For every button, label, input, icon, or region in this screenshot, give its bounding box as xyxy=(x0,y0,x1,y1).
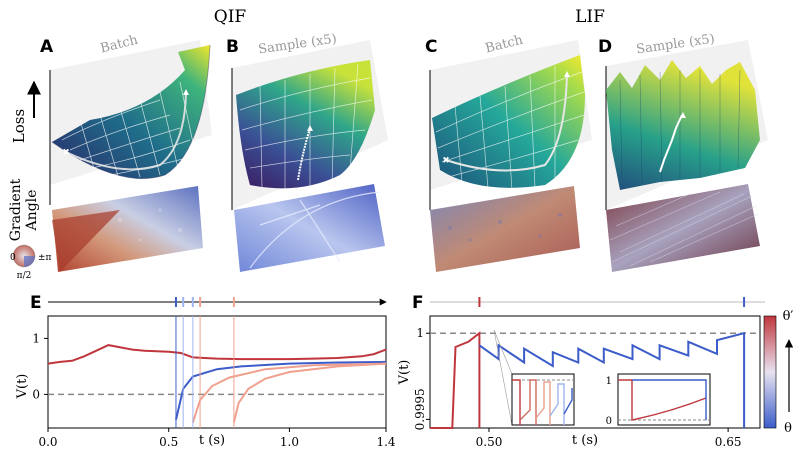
panel-c-start-marker: ✖ xyxy=(442,156,450,166)
panel-f-ticks: 0.50 0.65 1 0.9995 xyxy=(413,326,741,449)
panel-f-colorbar xyxy=(763,315,777,429)
panel-a-trajectory xyxy=(65,91,187,171)
panel-f-series-0 xyxy=(430,331,481,429)
panel-d-end-marker xyxy=(680,112,686,118)
panel-b-end-marker xyxy=(307,125,313,131)
panel-c-grid xyxy=(435,66,585,191)
colorbar-top-label: θ′ xyxy=(783,309,794,324)
panel-b-grid xyxy=(239,63,373,192)
panel-e-series-3 xyxy=(232,362,387,423)
angle-color-wheel xyxy=(12,244,36,268)
inset-2-ytick-0: 0 xyxy=(606,416,612,427)
panel-b-surface xyxy=(236,60,375,189)
panel-c-letter: C xyxy=(425,37,437,57)
panel-f-ytick-label-1: 0.9995 xyxy=(413,388,427,430)
panel-f-ytick-label-0: 1 xyxy=(416,326,424,340)
panel-f-inset-2: 1 0 xyxy=(606,373,711,427)
panel-e-series xyxy=(47,316,387,428)
panel-d-surface xyxy=(606,60,760,190)
panel-a-grid xyxy=(61,81,199,178)
panel-e-xtick-label-0: 0.0 xyxy=(38,435,57,449)
panel-e-series-0 xyxy=(47,344,387,365)
panel-a-end-marker xyxy=(183,89,189,95)
panel-f-xtick-label-1: 0.65 xyxy=(715,435,742,449)
panel-e-xtick-label-2: 1.0 xyxy=(280,435,299,449)
panel-c-angle-map xyxy=(430,186,580,272)
panel-e-ytick-label-0: 0 xyxy=(32,387,40,401)
panel-f-xtick-label-0: 0.50 xyxy=(476,435,503,449)
panel-e: E 0.0 0.5 1.0 1.4 0 1 V(t) t (s) xyxy=(15,293,396,449)
panel-f-letter: F xyxy=(412,293,424,313)
panel-e-xlabel: t (s) xyxy=(199,433,225,448)
panel-b-trajectory xyxy=(297,127,311,181)
panel-d: D Sample (x5) xyxy=(598,32,768,272)
panel-e-series-1 xyxy=(175,360,387,420)
panel-c-trajectory xyxy=(445,74,568,172)
panel-e-top-markers xyxy=(174,297,235,307)
panel-d-trajectory xyxy=(659,114,683,173)
panel-b-letter: B xyxy=(226,37,239,57)
panel-c-end-marker xyxy=(564,71,570,77)
panel-e-xtick-label-3: 1.4 xyxy=(376,435,395,449)
panel-e-letter: E xyxy=(30,293,42,313)
inset-2-ytick-1: 1 xyxy=(606,376,612,387)
panel-f-series-1 xyxy=(478,331,746,428)
panel-f-top-markers xyxy=(478,297,746,307)
panel-e-ytick-label-1: 1 xyxy=(32,331,40,345)
panel-b-angle-map xyxy=(234,184,385,272)
panel-a-surface xyxy=(52,45,210,179)
panel-c-surface xyxy=(432,55,585,188)
colorbar-bottom-label: θ xyxy=(784,421,792,436)
angle-pi-label: ±π xyxy=(38,253,52,263)
panel-c: C Batch ✖ xyxy=(425,33,592,272)
panel-e-plot-frame xyxy=(47,315,387,429)
panel-a: A Batch ✖ xyxy=(40,33,212,272)
panel-f: F 0.50 0.65 1 0.9995 V(t) t (s) xyxy=(397,293,793,449)
panel-f-inset-1 xyxy=(493,329,575,426)
panel-e-ylabel: V(t) xyxy=(15,374,30,400)
panel-f-xlabel: t (s) xyxy=(572,433,598,448)
angle-zero-label: 0 xyxy=(10,253,16,263)
lif-header: LIF xyxy=(575,7,605,27)
qif-header: QIF xyxy=(214,7,247,27)
panel-f-plot-frame xyxy=(429,315,761,429)
panel-a-letter: A xyxy=(40,37,54,57)
panel-f-series xyxy=(430,331,746,429)
loss-axis-label: Loss xyxy=(10,109,28,143)
panel-f-ylabel: V(t) xyxy=(397,360,412,386)
panel-a-start-marker: ✖ xyxy=(62,148,70,158)
panel-e-ticks: 0.0 0.5 1.0 1.4 0 1 xyxy=(32,331,396,449)
panel-b: B Sample (x5) xyxy=(226,32,388,272)
panel-d-letter: D xyxy=(598,37,612,57)
panel-a-caption: Batch xyxy=(99,33,140,57)
gradient-label-line1: Gradient xyxy=(8,178,24,241)
angle-halfpi-label: π/2 xyxy=(17,271,32,281)
panel-d-angle-map xyxy=(606,184,760,272)
panel-a-angle-map xyxy=(52,186,203,272)
panel-e-xtick-label-1: 0.5 xyxy=(159,435,178,449)
gradient-label-line2: Angle xyxy=(24,190,40,232)
